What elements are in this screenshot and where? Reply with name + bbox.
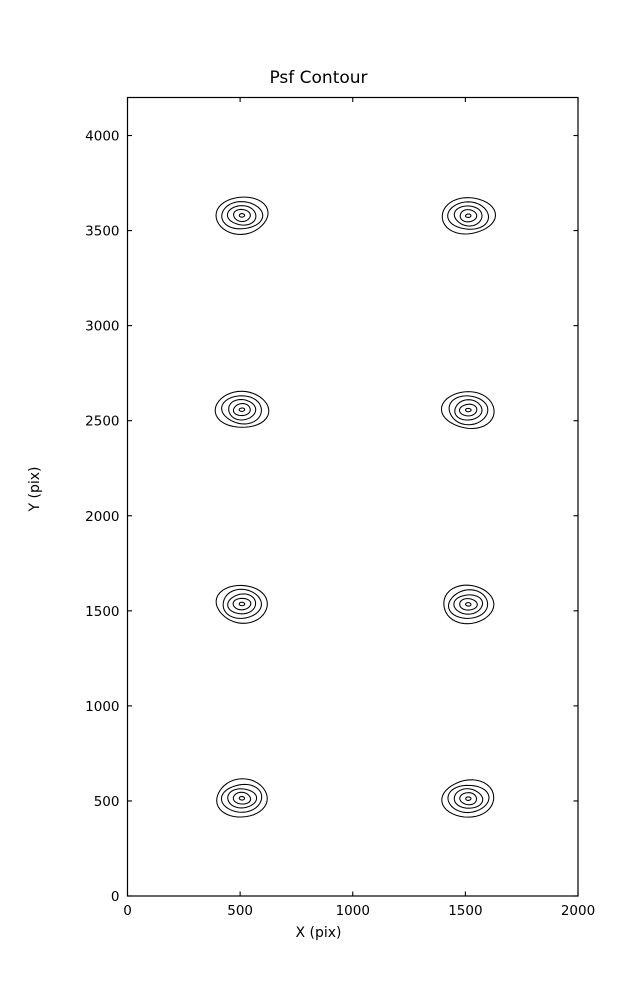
svg-text:1500: 1500 [448, 903, 482, 919]
contour-group [214, 196, 497, 818]
contour-level-4 [238, 213, 246, 218]
svg-text:1000: 1000 [85, 699, 119, 715]
contour-level-3 [232, 597, 252, 611]
contour-level-0 [216, 778, 268, 818]
psf-contour-psf-2-0 [215, 584, 268, 624]
contour-level-2 [227, 788, 258, 809]
svg-text:3500: 3500 [85, 224, 119, 240]
contour-level-0 [215, 196, 269, 235]
page-title: Psf Contour [269, 68, 368, 88]
svg-text:0: 0 [111, 889, 120, 905]
svg-text:4000: 4000 [85, 129, 119, 145]
psf-contour-psf-3-0 [216, 778, 268, 818]
contour-level-2 [226, 205, 257, 226]
contour-level-2 [228, 399, 257, 421]
contour-level-1 [447, 589, 489, 619]
contour-level-1 [447, 201, 490, 230]
svg-text:0: 0 [123, 903, 132, 919]
psf-contour-psf-2-1 [443, 584, 495, 625]
contour-level-1 [447, 784, 490, 814]
x-axis-label: X (pix) [295, 925, 342, 941]
svg-text:1000: 1000 [336, 903, 370, 919]
contour-level-3 [232, 791, 252, 805]
contour-level-4 [238, 407, 246, 412]
y-axis-label: Y (pix) [27, 466, 43, 512]
svg-text:500: 500 [227, 903, 253, 919]
contour-level-3 [233, 208, 251, 223]
contour-level-4 [238, 601, 246, 607]
svg-text:500: 500 [94, 794, 120, 810]
contour-level-3 [459, 598, 478, 611]
contour-level-3 [232, 403, 251, 417]
contour-level-4 [465, 407, 472, 413]
contour-level-4 [465, 213, 472, 218]
psf-contour-psf-0-0 [215, 196, 269, 235]
contour-level-0 [440, 391, 495, 430]
contour-level-0 [441, 197, 497, 235]
svg-text:1500: 1500 [85, 604, 119, 620]
contour-level-4 [465, 796, 472, 801]
contour-level-2 [227, 593, 257, 615]
contour-level-2 [453, 594, 484, 615]
psf-contour-psf-0-1 [441, 197, 497, 235]
svg-text:2000: 2000 [561, 903, 595, 919]
psf-contour-psf-1-1 [440, 391, 495, 430]
axes-frame [126, 96, 579, 897]
contour-level-0 [441, 779, 495, 818]
contour-level-2 [453, 205, 483, 227]
contour-level-1 [221, 395, 262, 425]
contour-level-1 [222, 588, 262, 619]
contour-level-3 [458, 403, 478, 417]
svg-text:2500: 2500 [85, 414, 119, 430]
contour-level-0 [214, 390, 270, 428]
contour-level-3 [459, 792, 477, 806]
contour-level-1 [221, 201, 264, 230]
svg-text:3000: 3000 [85, 319, 119, 335]
contour-level-4 [238, 796, 246, 801]
contour-level-0 [443, 584, 495, 625]
contour-level-4 [465, 602, 472, 607]
x-axis-ticks: 0 500 1000 1500 2000 [123, 97, 595, 919]
contour-level-0 [215, 584, 268, 624]
psf-contour-psf-1-0 [214, 390, 270, 428]
contour-level-2 [453, 788, 484, 809]
contour-level-2 [454, 399, 483, 421]
svg-text:2000: 2000 [85, 509, 119, 525]
contour-level-1 [220, 783, 263, 813]
y-axis-ticks: 0 500 1000 1500 2000 2500 3000 3500 4000 [85, 129, 578, 905]
contour-level-3 [459, 209, 478, 223]
contour-level-1 [448, 395, 489, 426]
psf-contour-psf-3-1 [441, 779, 495, 818]
